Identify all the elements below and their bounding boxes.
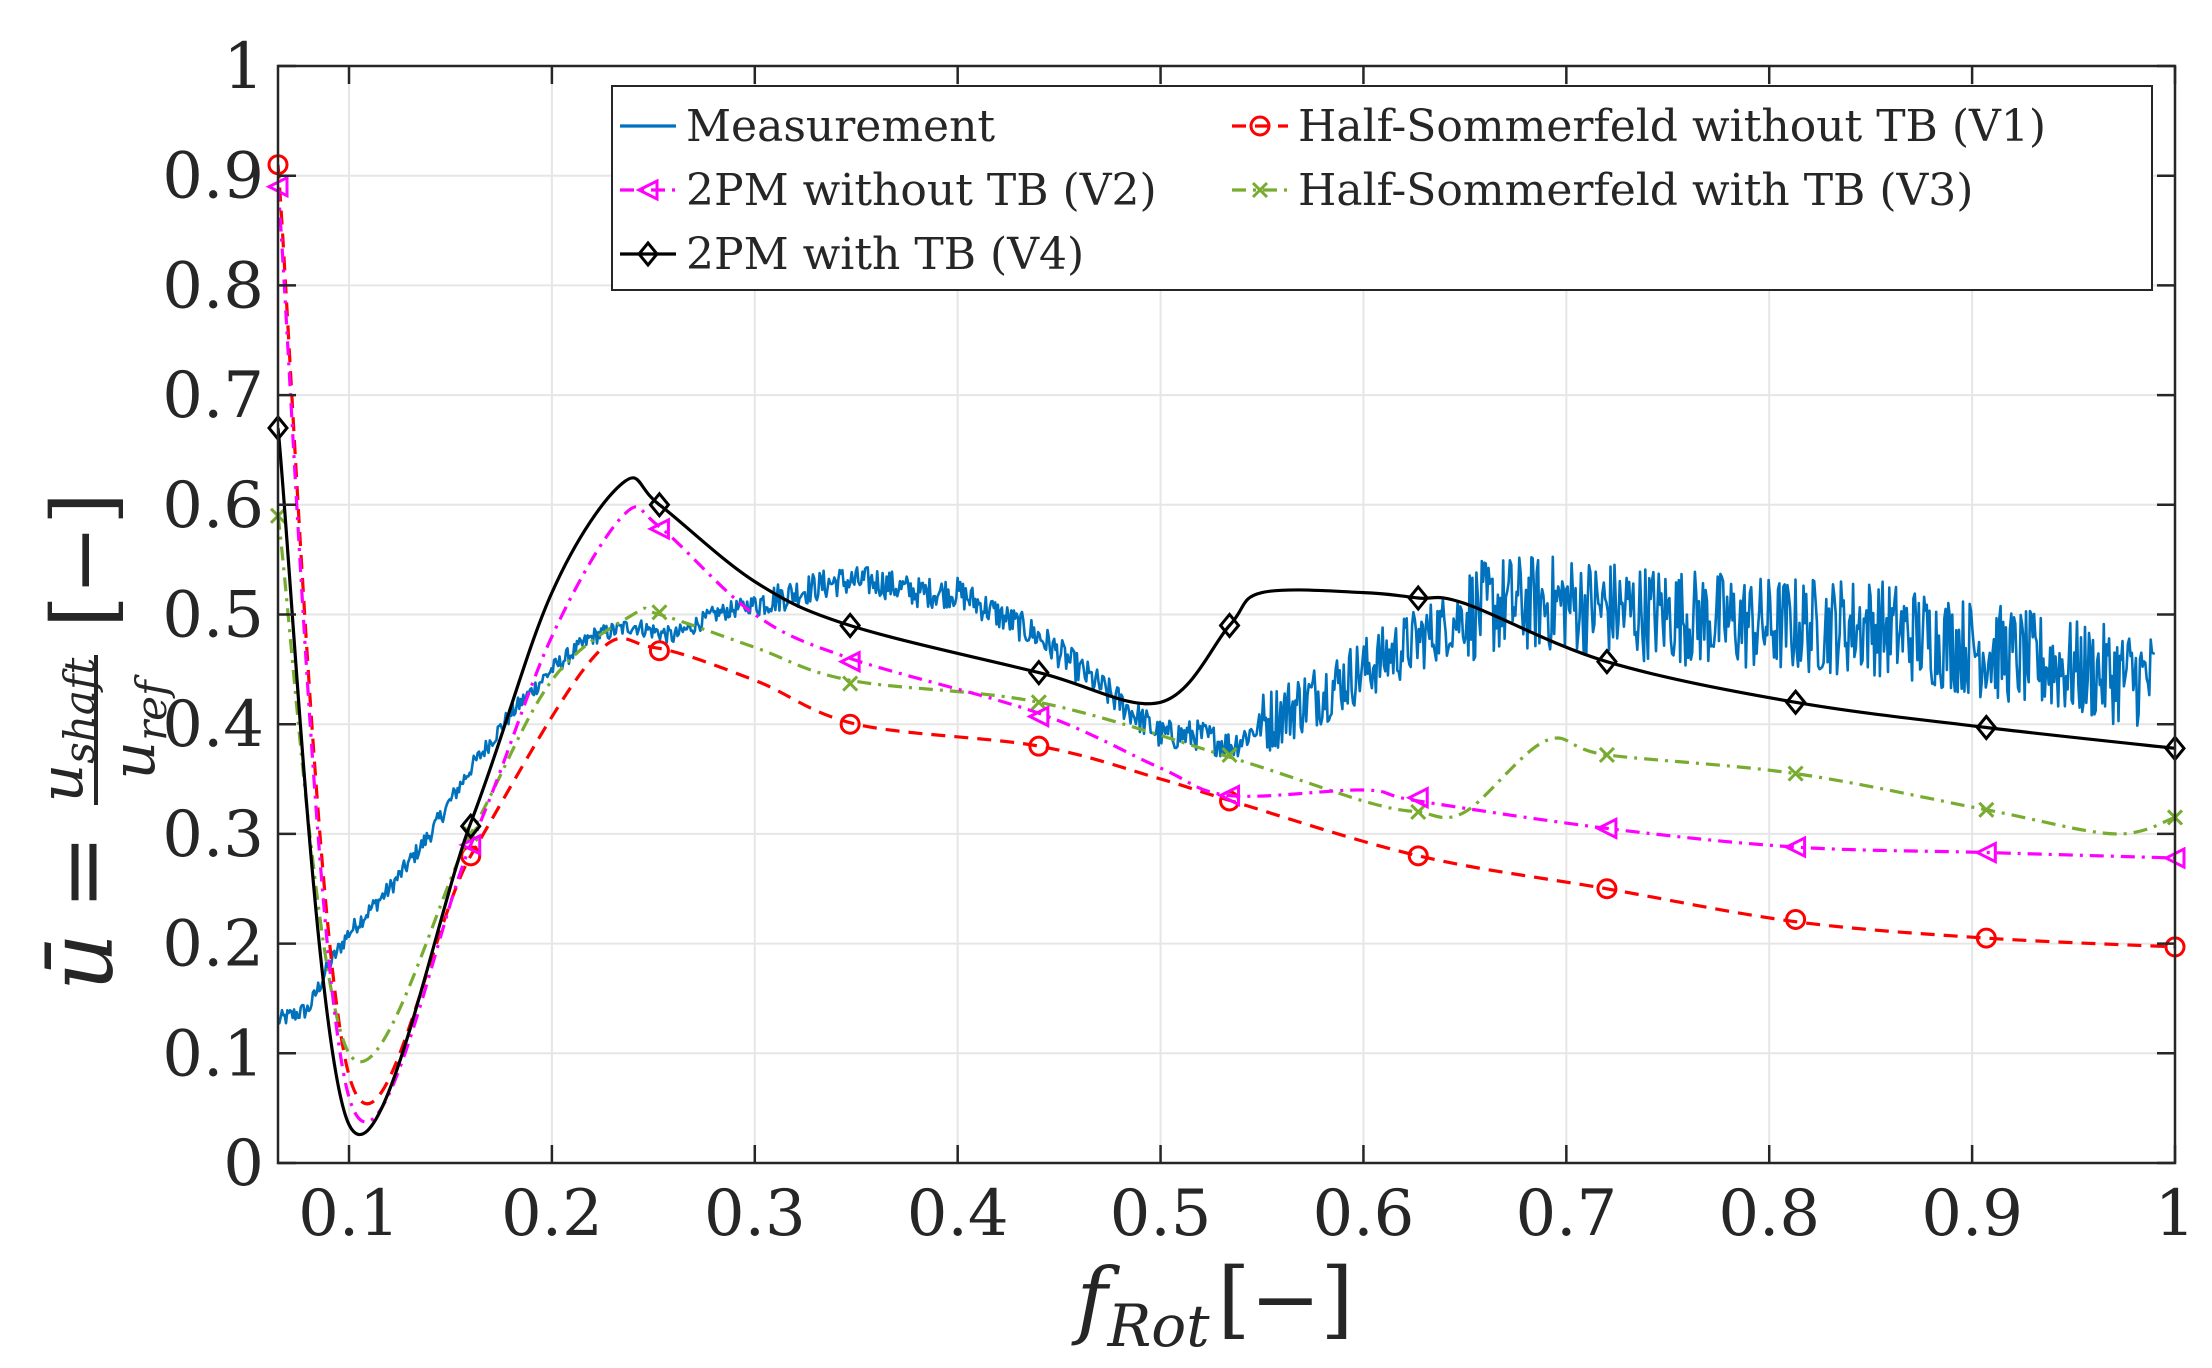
marker-2pm-with-tb-v4 <box>648 491 671 519</box>
marker-2pm-with-tb-v4 <box>1595 648 1618 676</box>
legend-box <box>611 85 2153 291</box>
axes: 0.1 0.2 0.3 0.4 0.5 0.6 0.7 0.8 0.9 1 0 0.1 0.2 0.3 0.… <box>162 30 2195 1251</box>
y-tick-label: 0.9 <box>162 140 264 214</box>
legend-swatch-marker <box>1251 181 1269 199</box>
y-axis-denominator: uref <box>99 674 176 780</box>
series-line-2pm-with-tb-v4 <box>278 427 2175 1137</box>
y-tick-label: 0.4 <box>162 688 264 762</box>
x-tick-label: 0.1 <box>298 1177 400 1251</box>
marker-2pm-with-tb-v4 <box>839 612 862 639</box>
marker-half-sommerfeld-with-tb-v3 <box>842 675 859 692</box>
marker-2pm-without-tb-v2 <box>1973 841 1997 864</box>
y-tick-label: 0.2 <box>162 908 264 982</box>
x-tick-label: 0.9 <box>1921 1177 2023 1251</box>
marker-half-sommerfeld-with-tb-v3-stroke <box>1030 694 1047 711</box>
marker-half-sommerfeld-without-tb-v1 <box>1975 927 1997 949</box>
marker-2pm-without-tb-v2 <box>647 517 670 541</box>
legend-label: Measurement <box>686 101 995 152</box>
marker-2pm-without-tb-v2 <box>837 650 861 674</box>
marker-2pm-without-tb-v2 <box>1405 786 1429 810</box>
x-axis-unit: [−] <box>1218 1250 1354 1348</box>
legend-item-half-sommerfeld-with-tb-v3: Half-Sommerfeld with TB (V3) <box>1232 165 1973 216</box>
marker-2pm-with-tb-v4 <box>1027 659 1050 687</box>
marker-half-sommerfeld-without-tb-v1 <box>1407 845 1429 867</box>
marker-half-sommerfeld-without-tb-v1 <box>1028 735 1050 757</box>
legend-swatch-marker <box>1249 115 1271 137</box>
y-tick-label: 0.3 <box>162 798 264 872</box>
marker-half-sommerfeld-with-tb-v3 <box>1598 746 1615 763</box>
marker-2pm-without-tb-v2 <box>458 833 482 857</box>
legend-swatch-marker-stroke <box>1251 181 1269 199</box>
x-tick-label: 0.2 <box>501 1177 603 1251</box>
marker-half-sommerfeld-with-tb-v3 <box>1410 803 1427 821</box>
series-line-measurement <box>278 555 2156 1025</box>
legend-label: 2PM without TB (V2) <box>686 165 1157 216</box>
marker-2pm-with-tb-v4 <box>1407 584 1430 612</box>
y-axis-symbol: ū <box>29 933 134 991</box>
marker-2pm-with-tb-v4 <box>1218 612 1241 639</box>
x-tick-label: 0.6 <box>1313 1177 1415 1251</box>
marker-2pm-with-tb-v4 <box>1975 714 1998 741</box>
x-axis-label: fRot[−] <box>1071 1250 1354 1360</box>
marker-half-sommerfeld-with-tb-v3 <box>1787 765 1804 782</box>
legend-swatch-marker <box>637 240 659 268</box>
marker-2pm-without-tb-v2 <box>1594 816 1618 840</box>
y-axis-label: ū = ushaft uref [−] <box>27 492 176 991</box>
y-axis-equals: = <box>29 834 134 909</box>
legend-label: Half-Sommerfeld with TB (V3) <box>1298 165 1973 216</box>
y-tick-label: 0.6 <box>162 469 264 543</box>
x-axis-subscript: Rot <box>1107 1292 1211 1360</box>
y-tick-label: 0.5 <box>162 579 264 653</box>
marker-half-sommerfeld-without-tb-v1 <box>1596 878 1618 900</box>
series-half-sommerfeld-without-tb-v1 <box>278 164 2175 1106</box>
series-line-2pm-without-tb-v2 <box>278 186 2175 1124</box>
marker-2pm-without-tb-v2 <box>1217 784 1241 807</box>
marker-half-sommerfeld-with-tb-v3 <box>651 604 668 621</box>
series-line-half-sommerfeld-without-tb-v1 <box>278 164 2175 1106</box>
legend-item-half-sommerfeld-without-tb-v1: Half-Sommerfeld without TB (V1) <box>1232 101 2046 152</box>
x-tick-label: 0.7 <box>1515 1177 1617 1251</box>
legend-item-2pm-without-tb-v2: 2PM without TB (V2) <box>620 165 1157 216</box>
y-tick-label: 0.7 <box>162 359 264 433</box>
series-2pm-without-tb-v2 <box>278 186 2175 1124</box>
marker-half-sommerfeld-with-tb-v3-stroke <box>1598 746 1615 763</box>
marker-half-sommerfeld-with-tb-v3-stroke <box>1978 801 1995 818</box>
legend-label: 2PM with TB (V4) <box>686 229 1084 280</box>
x-tick-label: 0.4 <box>907 1177 1009 1251</box>
y-tick-label: 0.8 <box>162 249 264 323</box>
series-measurement <box>278 555 2156 1025</box>
series-2pm-with-tb-v4 <box>278 427 2175 1137</box>
marker-half-sommerfeld-without-tb-v1 <box>648 640 670 662</box>
marker-half-sommerfeld-with-tb-v3 <box>1221 746 1238 763</box>
marker-half-sommerfeld-without-tb-v1 <box>839 713 861 735</box>
y-tick-label: 0.1 <box>162 1017 264 1091</box>
legend-item-2pm-with-tb-v4: 2PM with TB (V4) <box>620 229 1084 280</box>
x-tick-label: 0.3 <box>704 1177 806 1251</box>
x-tick-label: 1 <box>2155 1177 2196 1251</box>
marker-half-sommerfeld-with-tb-v3-stroke <box>1787 765 1804 782</box>
y-tick-label: 0 <box>223 1127 264 1201</box>
marker-2pm-without-tb-v2 <box>1783 835 1807 859</box>
legend-label: Half-Sommerfeld without TB (V1) <box>1298 101 2046 152</box>
marker-2pm-with-tb-v4 <box>1784 688 1807 716</box>
x-tick-label: 0.8 <box>1718 1177 1820 1251</box>
y-tick-label: 1 <box>223 30 264 104</box>
y-axis-unit: [−] <box>34 492 132 628</box>
series-layer <box>265 154 2186 1137</box>
marker-half-sommerfeld-with-tb-v3-stroke <box>1410 803 1427 821</box>
marker-half-sommerfeld-without-tb-v1 <box>1785 908 1807 930</box>
x-tick-label: 0.5 <box>1110 1177 1212 1251</box>
legend-item-measurement: Measurement <box>620 101 995 152</box>
marker-half-sommerfeld-with-tb-v3-stroke <box>842 675 859 692</box>
legend-swatch-marker <box>635 178 659 202</box>
marker-2pm-without-tb-v2 <box>1026 705 1050 728</box>
legend: Measurement Half-Sommerfeld without TB (V… <box>611 85 2153 291</box>
marker-2pm-with-tb-v4 <box>459 812 482 840</box>
marker-half-sommerfeld-with-tb-v3 <box>1030 694 1047 711</box>
marker-half-sommerfeld-with-tb-v3-stroke <box>1221 746 1238 763</box>
marker-half-sommerfeld-with-tb-v3 <box>1978 801 1995 818</box>
marker-half-sommerfeld-with-tb-v3-stroke <box>651 604 668 621</box>
